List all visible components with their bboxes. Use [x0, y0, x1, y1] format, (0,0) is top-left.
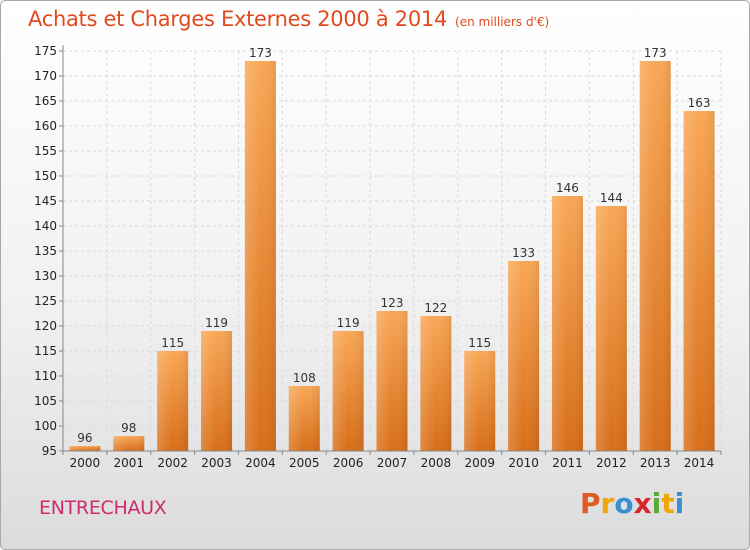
- y-tick-label: 105: [34, 394, 57, 408]
- bar-shade: [420, 316, 452, 451]
- bar-shade: [508, 261, 540, 451]
- bar-value-label: 144: [600, 191, 623, 205]
- y-tick-label: 170: [34, 69, 57, 83]
- bar-shade: [551, 196, 583, 451]
- y-tick-label: 130: [34, 269, 57, 283]
- y-tick-label: 175: [34, 44, 57, 58]
- chart-title: Achats et Charges Externes 2000 à 2014 (e…: [28, 7, 550, 31]
- logo-letter: t: [661, 487, 675, 520]
- bar-value-label: 98: [121, 421, 136, 435]
- y-tick-label: 115: [34, 344, 57, 358]
- y-tick-label: 125: [34, 294, 57, 308]
- y-tick-label: 165: [34, 94, 57, 108]
- x-tick-label: 2005: [289, 456, 320, 470]
- x-tick-label: 2010: [508, 456, 539, 470]
- city-name: ENTRECHAUX: [39, 497, 167, 519]
- bar-value-label: 96: [77, 431, 92, 445]
- y-tick-label: 95: [42, 444, 57, 458]
- bar-value-label: 133: [512, 246, 535, 260]
- y-tick-label: 155: [34, 144, 57, 158]
- x-tick-label: 2006: [333, 456, 364, 470]
- y-tick-label: 160: [34, 119, 57, 133]
- x-tick-label: 2011: [552, 456, 583, 470]
- y-tick-label: 140: [34, 219, 57, 233]
- x-tick-label: 2009: [464, 456, 495, 470]
- y-tick-label: 145: [34, 194, 57, 208]
- logo-letter: x: [633, 487, 652, 520]
- x-tick-label: 2001: [114, 456, 145, 470]
- bar-value-label: 119: [205, 316, 228, 330]
- bar-value-label: 115: [161, 336, 184, 350]
- bar-value-label: 115: [468, 336, 491, 350]
- bar-shade: [157, 351, 189, 451]
- logo-letter: i: [651, 487, 662, 520]
- bar-shade: [639, 61, 671, 451]
- x-tick-label: 2000: [70, 456, 101, 470]
- x-tick-label: 2007: [377, 456, 408, 470]
- bar-shade: [464, 351, 496, 451]
- y-tick-label: 150: [34, 169, 57, 183]
- bar-shade: [69, 446, 101, 451]
- x-tick-label: 2004: [245, 456, 276, 470]
- logo-letter: r: [600, 487, 615, 520]
- x-tick-label: 2002: [157, 456, 188, 470]
- bar-shade: [113, 436, 145, 451]
- logo-letter: o: [614, 487, 634, 520]
- bar-shade: [595, 206, 627, 451]
- chart-subtitle: (en milliers d'€): [455, 15, 550, 29]
- bar-value-label: 173: [644, 46, 667, 60]
- bar-value-label: 173: [249, 46, 272, 60]
- x-tick-label: 2012: [596, 456, 627, 470]
- bar-shade: [376, 311, 408, 451]
- y-tick-label: 100: [34, 419, 57, 433]
- bar-shade: [244, 61, 276, 451]
- y-tick-label: 110: [34, 369, 57, 383]
- bar-shade: [332, 331, 364, 451]
- bar-shade: [288, 386, 320, 451]
- x-tick-label: 2003: [201, 456, 232, 470]
- logo-letter: P: [580, 487, 601, 520]
- bar-value-label: 146: [556, 181, 579, 195]
- x-tick-label: 2014: [684, 456, 715, 470]
- bar-shade: [683, 111, 715, 451]
- y-tick-label: 135: [34, 244, 57, 258]
- bar-value-label: 119: [337, 316, 360, 330]
- bar-value-label: 163: [688, 96, 711, 110]
- y-tick-label: 120: [34, 319, 57, 333]
- x-tick-label: 2013: [640, 456, 671, 470]
- proxiti-logo: Proxiti: [580, 487, 684, 520]
- bar-value-label: 122: [424, 301, 447, 315]
- bar-value-label: 123: [381, 296, 404, 310]
- bar-shade: [201, 331, 233, 451]
- logo-letter: i: [674, 487, 685, 520]
- bar-value-label: 108: [293, 371, 316, 385]
- x-tick-label: 2008: [421, 456, 452, 470]
